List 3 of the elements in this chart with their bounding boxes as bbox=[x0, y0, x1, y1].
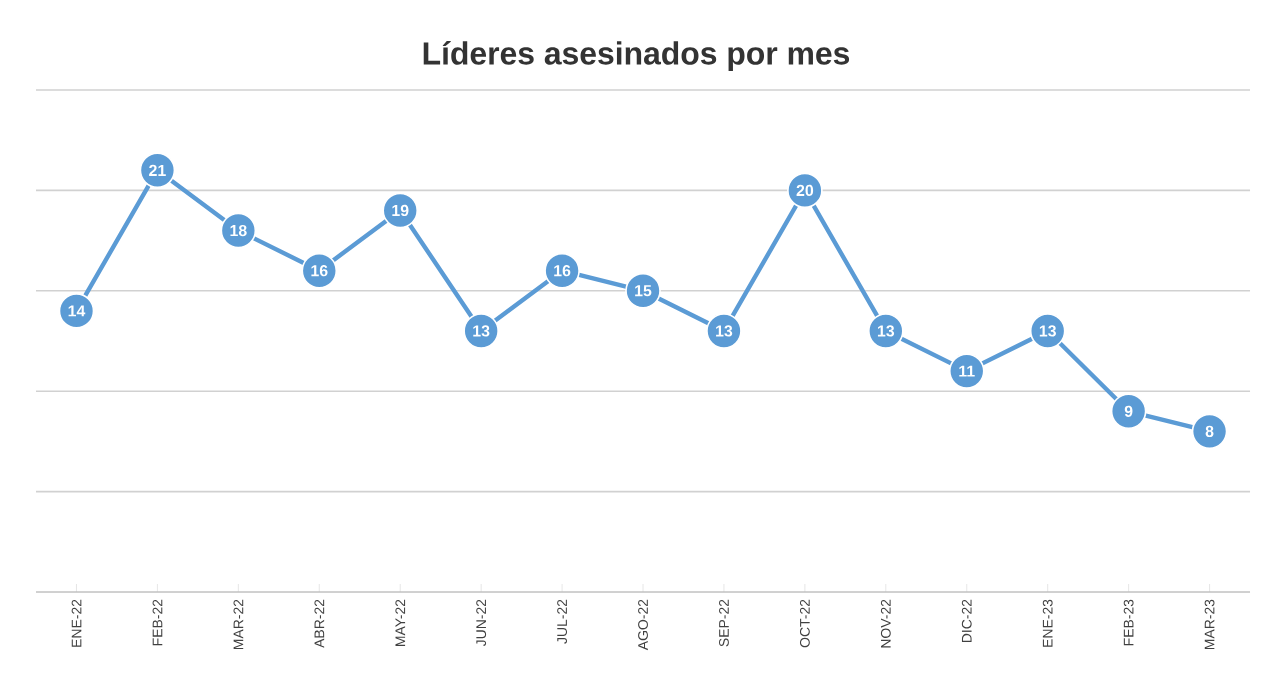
point bbox=[1110, 393, 1147, 430]
chart-title: Líderes asesinados por mes bbox=[423, 41, 850, 72]
point bbox=[1191, 413, 1228, 450]
